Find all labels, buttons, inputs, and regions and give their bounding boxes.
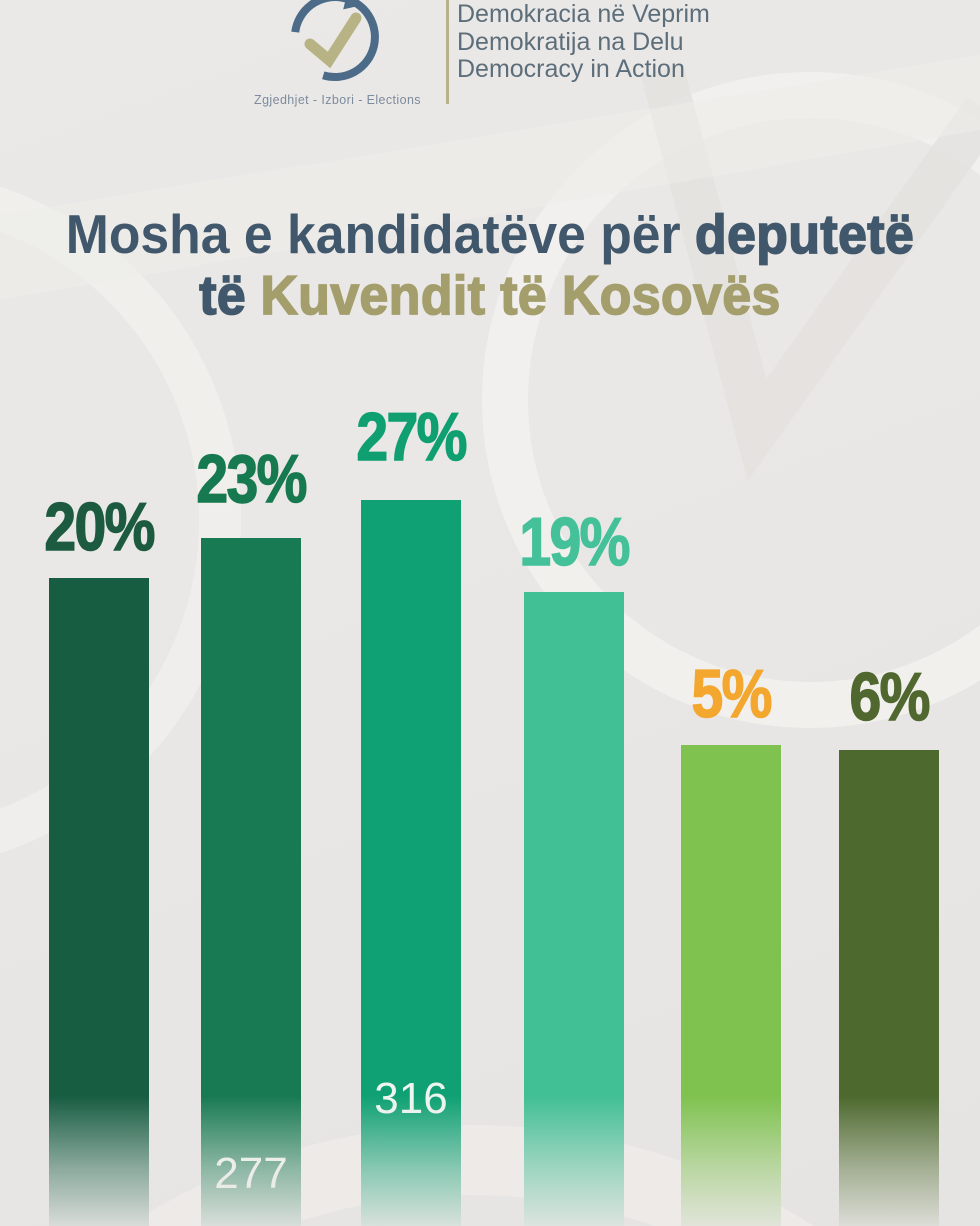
watermark-band-icon: [0, 55, 980, 300]
bar-column: 6% 70 Mbi 65 vjeç: [839, 0, 939, 1226]
watermark-arc-bottom-icon: [126, 1125, 814, 1226]
percent-label: 27%: [356, 399, 468, 475]
bar-fill: 61 61 – 64 vjeç: [681, 745, 781, 1226]
bar-column: 23% 277 31 – 40 vjeç: [196, 0, 308, 1226]
header: Zgjedhjet - Izbori - Elections Demokraci…: [0, 0, 980, 120]
percent-label: 20%: [44, 489, 156, 565]
org-line-english: Democracy in Action: [457, 55, 685, 83]
percent-label: 23%: [196, 441, 308, 517]
bar-column: 27% 316 41 – 50 vjeç: [356, 0, 468, 1226]
page-title: Mosha e kandidatëve për deputetë të Kuve…: [0, 203, 980, 327]
bar-column: 20% 236 Deri 30 vjeç: [44, 0, 156, 1226]
bar-count: 316: [374, 1074, 448, 1123]
watermark-check-icon: [640, 64, 980, 481]
org-line-serbian: Demokratija na Delu: [457, 27, 684, 56]
percent-label: 6%: [849, 659, 931, 735]
bar-count: 220: [524, 1221, 624, 1226]
header-divider: [446, 0, 449, 104]
title-line2-dark: të: [198, 264, 247, 327]
title-line1-regular: Mosha e kandidatëve për: [65, 203, 681, 265]
org-line-albanian: Demokracia në Veprim: [457, 0, 710, 28]
bar-fill: 316 41 – 50 vjeç: [361, 500, 461, 1226]
percent-label: 19%: [519, 504, 631, 580]
bar-fill: 277 31 – 40 vjeç: [201, 538, 301, 1226]
elections-logo-icon: [291, 0, 379, 82]
logo-caption: Zgjedhjet - Izbori - Elections: [254, 93, 421, 107]
title-line2-accent: Kuvendit të Kosovës: [260, 264, 781, 327]
org-name-lines: Demokracia në Veprim Demokratija na Delu…: [457, 0, 710, 84]
title-line1-bold: deputetë: [694, 203, 915, 266]
bar-fill: 220 51 – 60 vjeç: [524, 592, 624, 1226]
bar-fill: 70 Mbi 65 vjeç: [839, 750, 939, 1226]
percent-label: 5%: [691, 656, 773, 732]
bar-column: 5% 61 61 – 64 vjeç: [681, 0, 781, 1226]
bar-fill: 236 Deri 30 vjeç: [49, 578, 149, 1226]
bar-count: 277: [214, 1149, 288, 1198]
title-line-1: Mosha e kandidatëve për deputetë: [29, 203, 950, 266]
title-line-2: të Kuvendit të Kosovës: [29, 264, 950, 327]
bar-column: 19% 220 51 – 60 vjeç: [519, 0, 631, 1226]
watermark-circle-left-icon: [0, 186, 241, 854]
